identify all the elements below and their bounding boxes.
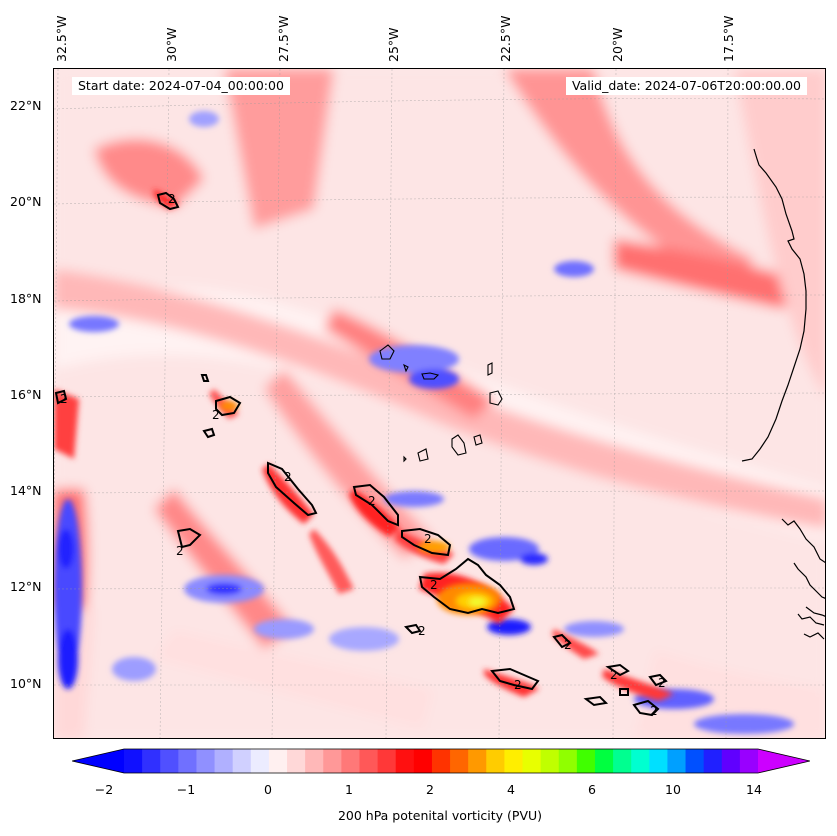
contour-label: 2 [168,192,176,206]
colorbar-cell [142,749,161,773]
lat-label-12n: 12°N [10,579,42,594]
pv-contour-labels: 2 2 2 2 2 2 2 2 2 2 2 2 2 2 [60,192,666,718]
colorbar-cell [268,749,288,773]
colorbar-cell [124,749,143,773]
colorbar [72,748,810,774]
colorbar-cell [631,749,650,773]
colorbar-label: 200 hPa potenital vorticity (PVU) [337,808,543,823]
colorbar-cell [359,749,379,773]
contour-label: 2 [610,668,618,682]
lon-label-30w: 30°W [164,27,179,62]
cape-verde-islands [379,344,503,463]
lon-label-20w: 20°W [610,27,625,62]
colorbar-cell [305,749,324,773]
colorbar-cell [576,749,596,773]
contour-label: 2 [514,678,522,692]
lon-label-25w: 25°W [386,27,401,62]
negative-pv-patches [54,111,794,734]
contour-label: 2 [430,578,438,592]
lon-label-27-5w: 27.5°W [276,15,291,62]
map-panel[interactable]: 2 2 2 2 2 2 2 2 2 2 2 2 2 2 [53,68,826,739]
colorbar-cell [558,749,578,773]
colorbar-cell [232,749,252,773]
contour-label: 2 [424,532,432,546]
colorbar-cell [739,749,759,773]
contour-label: 2 [212,408,220,422]
pv-2-contours [54,191,668,717]
contour-label: 2 [368,494,376,508]
contour-label: 2 [176,544,184,558]
lat-label-20n: 20°N [10,194,42,209]
lon-label-22-5w: 22.5°W [498,15,513,62]
colorbar-cell [649,749,668,773]
pv-background-texture [54,69,825,738]
colorbar-cell [341,749,360,773]
colorbar-cell [504,749,524,773]
lat-label-16n: 16°N [10,387,42,402]
colorbar-extend-high [758,749,810,773]
colorbar-cell [594,749,614,773]
colorbar-cell [522,749,542,773]
colorbar-cell [323,749,342,773]
colorbar-cell [613,749,632,773]
colorbar-cells [72,748,810,774]
colorbar-cell [377,749,397,773]
colorbar-cell [685,749,705,773]
pv-field-map: 2 2 2 2 2 2 2 2 2 2 2 2 2 2 [54,69,825,738]
valid-date-label: Valid_date: 2024-07-06T20:00:00.00 [565,77,807,95]
colorbar-tick: −1 [176,782,196,797]
colorbar-cell [178,749,197,773]
start-date-label: Start date: 2024-07-04_00:00:00 [72,77,290,95]
colorbar-cell [468,749,487,773]
colorbar-cell [721,749,741,773]
colorbar-extend-low [72,749,124,773]
colorbar-tick: 1 [345,782,353,797]
colorbar-tick: 2 [426,782,434,797]
colorbar-tick: 14 [746,782,762,797]
colorbar-outline [72,748,810,774]
lat-label-18n: 18°N [10,291,42,306]
colorbar-cell [196,749,216,773]
colorbar-cell [540,749,560,773]
colorbar-tick: 6 [588,782,596,797]
colorbar-cell [214,749,234,773]
lat-label-14n: 14°N [10,483,42,498]
lon-label-32-5w: 32.5°W [54,15,69,62]
contour-label: 2 [60,392,68,406]
colorbar-cell [160,749,179,773]
colorbar-cell [413,749,433,773]
contour-label: 2 [284,470,292,484]
colorbar-cell [395,749,415,773]
contour-label: 2 [658,676,666,690]
colorbar-cell [431,749,451,773]
colorbar-cell [287,749,306,773]
colorbar-tick: 4 [507,782,515,797]
colorbar-cell [250,749,270,773]
lat-label-10n: 10°N [10,676,42,691]
colorbar-cell [667,749,687,773]
colorbar-cell [450,749,469,773]
contour-label: 2 [418,624,426,638]
contour-label: 2 [564,638,572,652]
lon-label-17-5w: 17.5°W [721,15,736,62]
contour-label: 2 [650,704,658,718]
graticule [54,69,825,738]
lat-label-22n: 22°N [10,98,42,113]
colorbar-tick: 10 [665,782,681,797]
coastline [741,148,825,640]
colorbar-cell [486,749,505,773]
colorbar-cell [703,749,723,773]
colorbar-tick: −2 [94,782,114,797]
colorbar-tick: 0 [264,782,272,797]
